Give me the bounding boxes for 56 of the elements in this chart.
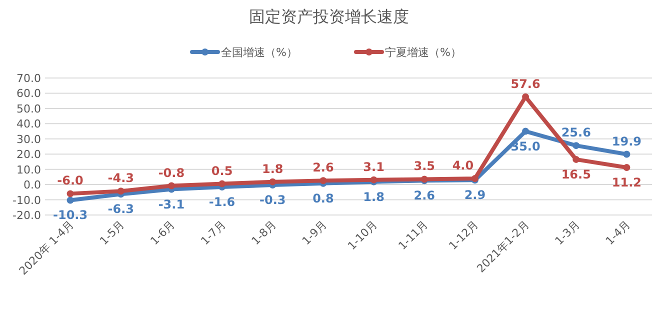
x-tick-label: 1-6月: [148, 218, 178, 248]
point: [66, 190, 74, 198]
data-label: 3.5: [414, 159, 436, 174]
data-label: 11.2: [612, 176, 642, 190]
y-tick-label: 50.0: [16, 102, 41, 116]
data-label: -0.8: [158, 166, 185, 180]
point: [572, 142, 580, 150]
point: [320, 177, 327, 184]
y-tick-label: 40.0: [16, 118, 41, 131]
data-label: 16.5: [561, 167, 591, 182]
point: [168, 182, 175, 190]
point: [522, 93, 530, 100]
data-label: -1.6: [208, 194, 236, 209]
point: [117, 188, 124, 195]
legend-label: 全国增速（%）: [221, 46, 298, 59]
y-tick-label: -10.0: [12, 194, 41, 207]
legend-label: 宁夏增速（%）: [385, 46, 462, 59]
x-tick-label: 1-7月: [198, 218, 228, 248]
y-tick-label: 60.0: [16, 87, 41, 100]
point: [66, 196, 74, 204]
x-tick-label: 1-4月: [603, 218, 633, 248]
y-tick-label: 0.0: [24, 178, 41, 192]
chart-title: 固定资产投资增长速度: [249, 7, 409, 26]
data-label: 57.6: [510, 76, 540, 91]
point: [623, 164, 630, 172]
data-label: 2.9: [464, 188, 486, 202]
x-tick-label: 1-9月: [300, 218, 330, 248]
y-tick-label: 30.0: [16, 132, 41, 146]
y-tick-label: 70.0: [16, 72, 41, 85]
y-tick-label: 20.0: [16, 148, 41, 162]
data-label: 1.8: [363, 190, 384, 204]
data-label: 19.9: [612, 134, 642, 148]
data-label: -6.3: [108, 202, 134, 216]
data-label: -3.1: [158, 197, 185, 212]
data-label: 1.8: [262, 162, 284, 176]
data-label: 2.6: [312, 160, 334, 175]
data-label: 2.6: [414, 188, 436, 203]
x-tick-label: 1-5月: [97, 218, 127, 248]
data-label: -4.3: [108, 171, 134, 186]
point: [218, 180, 226, 188]
x-tick-label: 1-3月: [552, 218, 582, 248]
data-label: -6.0: [57, 174, 84, 188]
y-tick-label: -20.0: [12, 209, 41, 222]
data-label: -10.3: [52, 208, 88, 222]
y-tick-label: 10.0: [16, 163, 41, 176]
data-label: 0.8: [312, 191, 334, 206]
data-label: -0.3: [260, 193, 286, 208]
data-label: 3.1: [363, 160, 384, 174]
data-label: 25.6: [561, 126, 591, 140]
data-label: 0.5: [211, 164, 233, 178]
x-tick-label: 1-8月: [249, 218, 279, 248]
point: [572, 156, 580, 163]
point: [269, 178, 276, 186]
point: [623, 150, 630, 158]
point: [522, 128, 530, 135]
data-label: 4.0: [452, 158, 474, 172]
